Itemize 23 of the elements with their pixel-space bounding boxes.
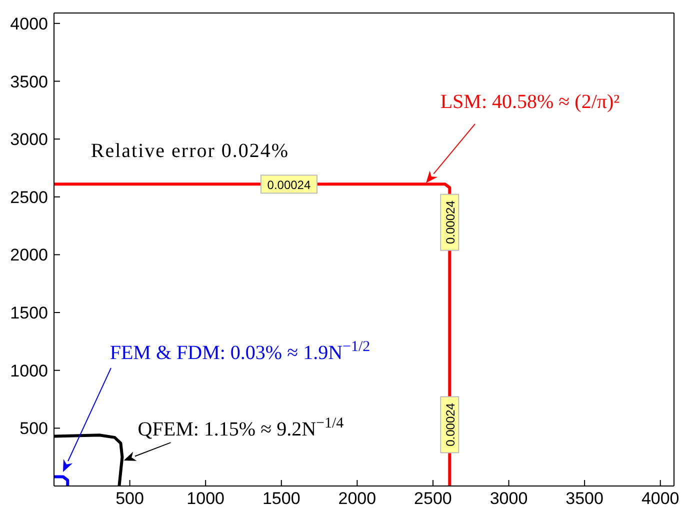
x-tick-label: 2000 — [338, 489, 376, 508]
y-tick-label: 2500 — [10, 188, 48, 207]
y-tick-label: 1000 — [10, 361, 48, 380]
annotation: QFEM: 1.15% ≈ 9.2N$^{−1/4}$ — [138, 416, 344, 441]
annotation: 0.00024 — [444, 200, 458, 244]
annotation: FEM & FDM: 0.03% ≈ 1.9N$^{−1/2}$ — [110, 339, 370, 364]
y-tick-label: 3000 — [10, 130, 48, 150]
y-tick-label: 3500 — [10, 72, 48, 92]
x-tick-label: 3000 — [490, 489, 528, 508]
y-tick-label: 500 — [20, 419, 48, 438]
x-tick-label: 2500 — [414, 489, 452, 508]
annotation: 0.00024 — [444, 402, 458, 446]
x-tick-label: 500 — [116, 489, 144, 508]
x-tick-label: 4000 — [641, 489, 680, 508]
y-tick-label: 4000 — [10, 14, 48, 34]
x-tick-label: 1500 — [262, 489, 300, 508]
annotation: LSM: 40.58% ≈ (2/π)² — [440, 91, 620, 113]
y-tick-label: 1500 — [10, 304, 48, 323]
x-tick-label: 3500 — [566, 489, 604, 508]
annotation: 0.00024 — [267, 178, 311, 192]
annotation: Relative error 0.024% — [90, 140, 290, 162]
x-tick-label: 1000 — [186, 489, 225, 508]
y-tick-label: 2000 — [10, 246, 48, 265]
